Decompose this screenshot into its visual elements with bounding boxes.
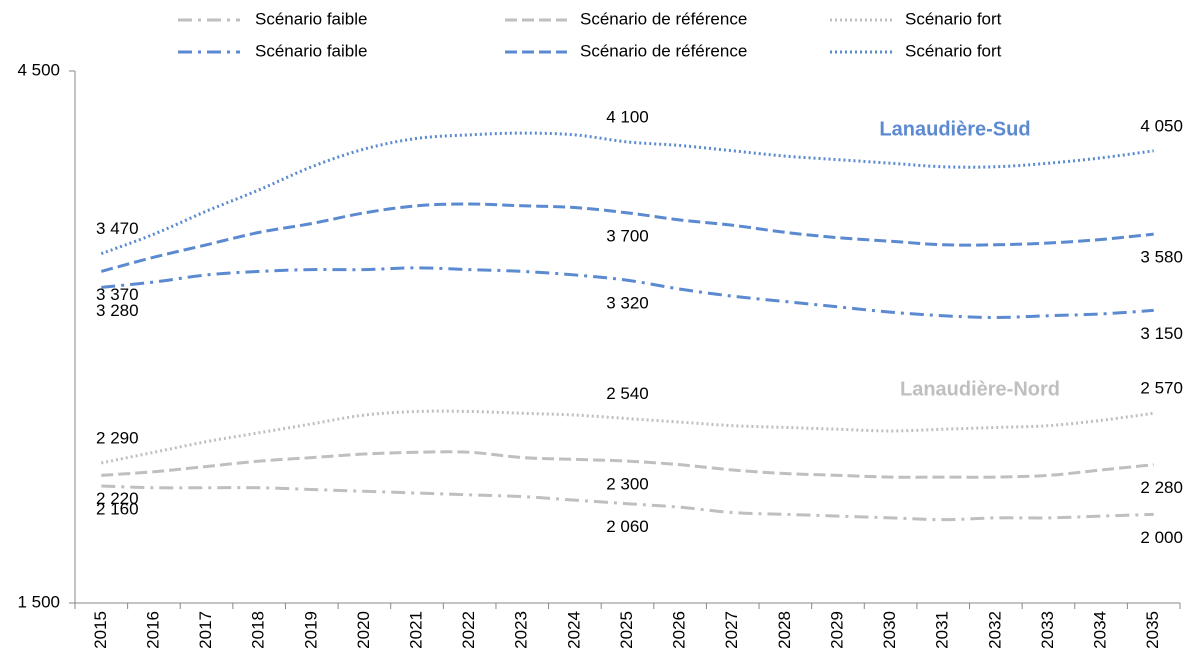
data-label: 4 100 (606, 107, 649, 126)
x-tick-label: 2018 (249, 611, 268, 649)
line-series (100, 202, 1154, 273)
x-tick-label: 2035 (1143, 611, 1162, 649)
legend-label: Scénario de référence (580, 41, 747, 60)
legend-label: Scénario fort (905, 41, 1002, 60)
data-label: 2 570 (1140, 379, 1183, 398)
x-tick-label: 2017 (196, 611, 215, 649)
x-tick-label: 2022 (459, 611, 478, 649)
x-tick-label: 2033 (1038, 611, 1057, 649)
legend-label: Scénario fort (905, 9, 1002, 28)
x-tick-label: 2027 (722, 611, 741, 649)
line-series (101, 409, 1154, 465)
line-series (101, 484, 1154, 522)
legend-label: Scénario faible (255, 9, 367, 28)
data-label: 2 540 (606, 384, 649, 403)
data-label: 2 160 (96, 499, 139, 518)
x-tick-label: 2031 (933, 611, 952, 649)
x-tick-label: 2025 (617, 611, 636, 649)
line-series (101, 450, 1154, 479)
x-tick-label: 2024 (564, 611, 583, 649)
y-tick-label: 1 500 (17, 592, 60, 611)
data-label: 2 060 (606, 517, 649, 536)
x-tick-label: 2026 (670, 611, 689, 649)
line-series (101, 266, 1154, 319)
x-tick-label: 2034 (1091, 611, 1110, 649)
x-tick-label: 2015 (91, 611, 110, 649)
legend-label: Scénario de référence (580, 9, 747, 28)
data-label: 2 280 (1140, 478, 1183, 497)
data-label: 2 300 (606, 475, 649, 494)
x-tick-label: 2032 (985, 611, 1004, 649)
x-tick-label: 2020 (354, 611, 373, 649)
y-tick-label: 4 500 (17, 60, 60, 79)
x-tick-label: 2029 (827, 611, 846, 649)
data-label: 3 370 (96, 285, 139, 304)
data-label: 3 700 (606, 226, 649, 245)
data-label: 3 320 (606, 294, 649, 313)
data-label: 2 000 (1140, 528, 1183, 547)
x-tick-label: 2021 (407, 611, 426, 649)
group-label: Lanaudière-Sud (879, 118, 1030, 140)
x-tick-label: 2028 (775, 611, 794, 649)
x-tick-label: 2023 (512, 611, 531, 649)
data-label: 3 470 (96, 219, 139, 238)
data-label: 2 220 (96, 489, 139, 508)
legend-label: Scénario faible (255, 41, 367, 60)
data-label: 3 580 (1140, 248, 1183, 267)
x-tick-label: 2030 (880, 611, 899, 649)
group-label: Lanaudière-Nord (900, 378, 1060, 400)
data-label: 3 280 (96, 301, 139, 320)
x-tick-label: 2016 (143, 611, 162, 649)
data-label: 3 150 (1140, 324, 1183, 343)
x-tick-label: 2019 (301, 611, 320, 649)
data-label: 2 290 (96, 428, 139, 447)
data-label: 4 050 (1140, 116, 1183, 135)
